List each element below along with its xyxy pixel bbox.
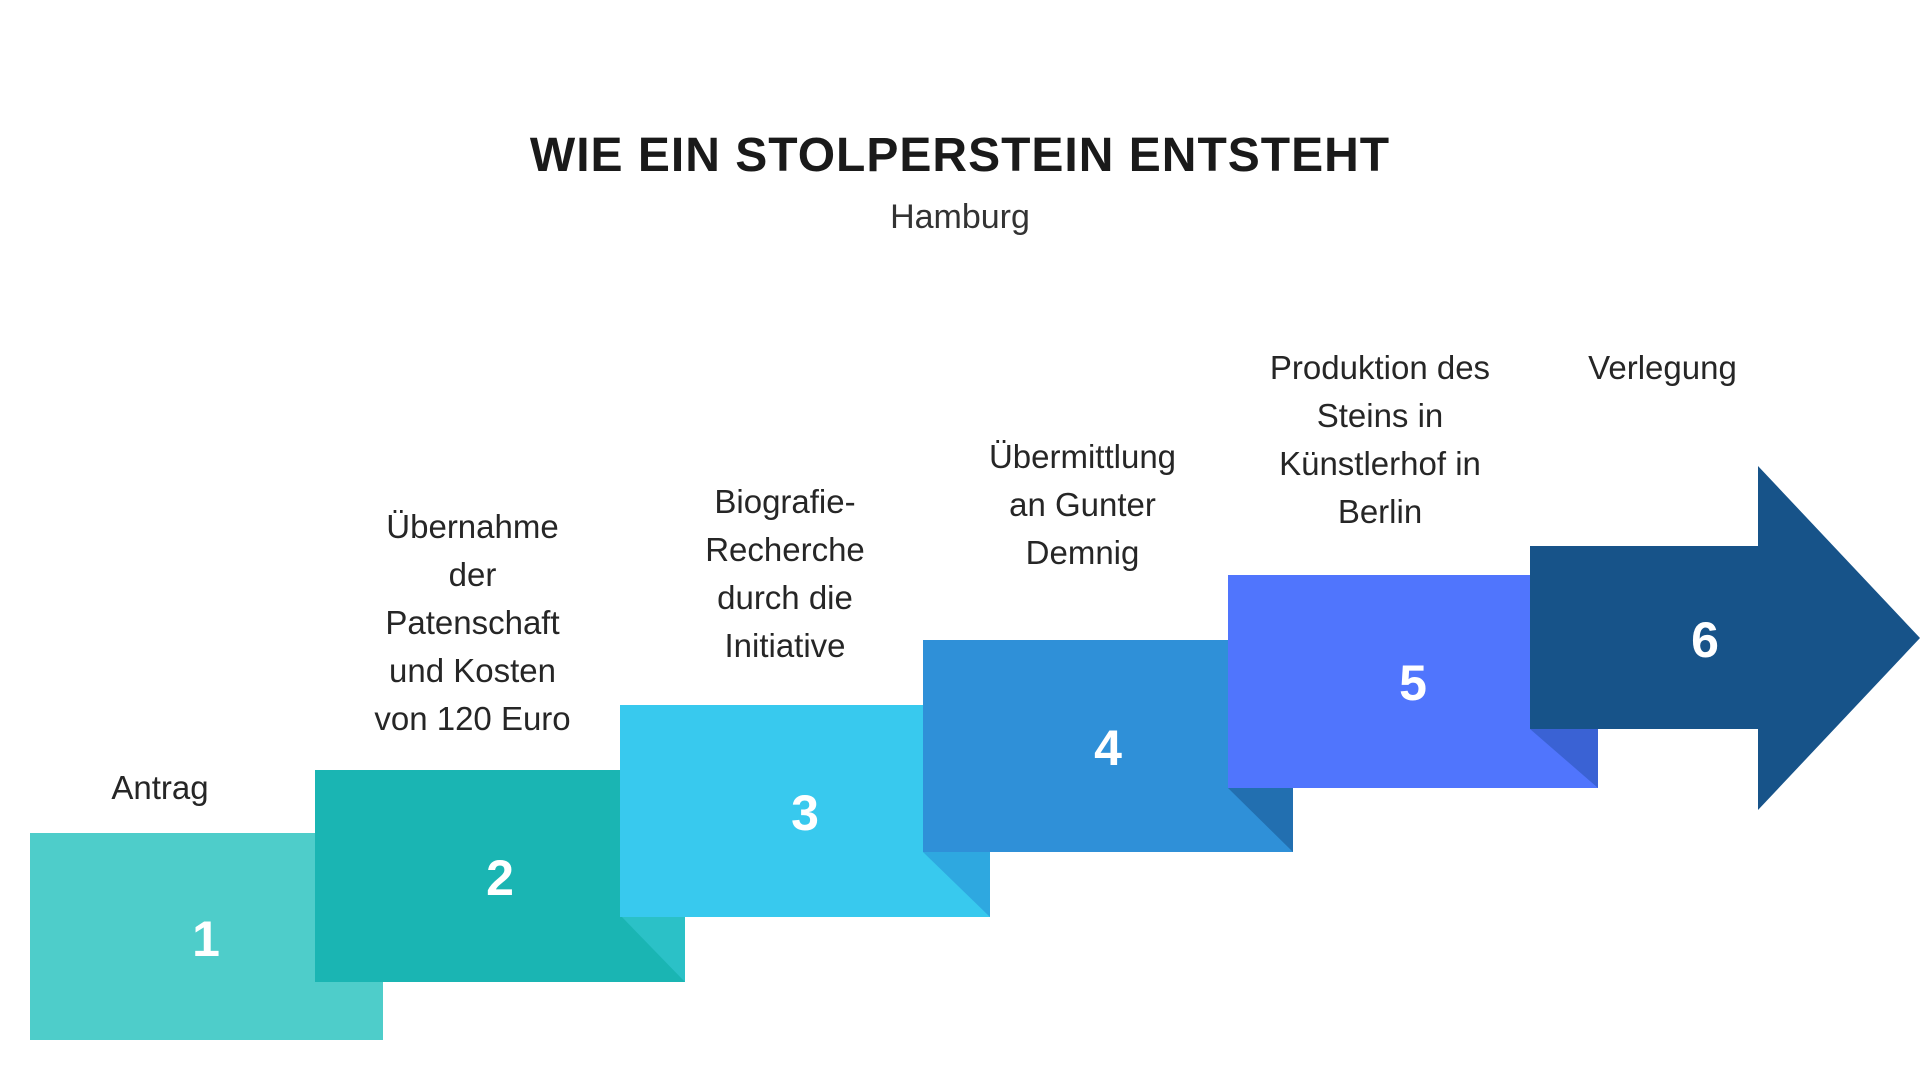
diagram-title: WIE EIN STOLPERSTEIN ENTSTEHT	[529, 129, 1391, 182]
step-6-arrow	[1530, 466, 1920, 810]
diagram-subtitle: Hamburg	[890, 198, 1030, 236]
step-4-number: 4	[1094, 720, 1122, 776]
step-5-number: 5	[1399, 655, 1427, 711]
step-5-fold	[1530, 729, 1598, 788]
step-4-fold	[1228, 788, 1293, 852]
step-1-number: 1	[192, 911, 220, 967]
step-6-label: Verlegung	[1588, 349, 1737, 386]
step-5-label: Produktion des Steins in Künstlerhof in …	[1269, 349, 1491, 530]
step-2-fold	[620, 915, 685, 982]
step-3-label: Biografie- Recherche durch die Initiativ…	[705, 483, 865, 664]
step-3-fold	[923, 852, 990, 917]
step-4-label: Übermittlung an Gunter Demnig	[988, 438, 1177, 571]
step-1-label: Antrag	[111, 769, 209, 806]
step-3-number: 3	[791, 785, 819, 841]
step-2-label: Übernahme der Patenschaft und Kosten von…	[374, 508, 571, 737]
step-2-number: 2	[486, 850, 514, 906]
step-6-number: 6	[1691, 612, 1719, 668]
